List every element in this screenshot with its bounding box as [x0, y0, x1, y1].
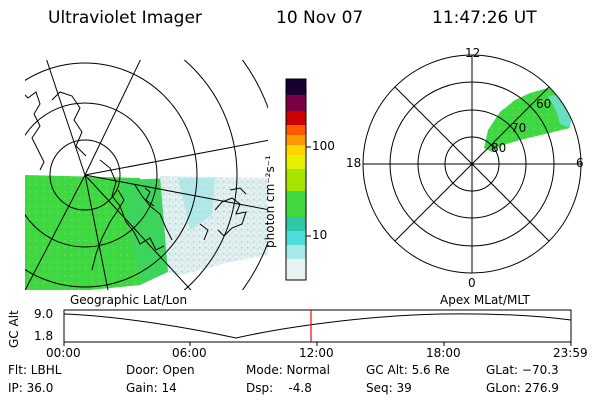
mlat-label-60: 60 [536, 97, 552, 111]
altitude-curve [63, 313, 572, 339]
timeline-y-tick-top: 9.0 [34, 307, 54, 321]
gain-value: Gain: 14 [126, 381, 177, 395]
timeline-x-tick: 06:00 [172, 346, 207, 360]
filter-value: Flt: LBHL [8, 363, 62, 377]
instrument-title: Ultraviolet Imager [48, 8, 202, 28]
ip-value: IP: 36.0 [8, 381, 54, 395]
geographic-map [25, 60, 268, 290]
timeline-y-tick-bottom: 1.8 [34, 329, 54, 343]
mlt-label-6: 6 [576, 156, 584, 170]
colorbar-tick-100: 100 [312, 139, 335, 153]
timeline-x-tick: 23:59 [553, 346, 588, 360]
mlat-label-80: 80 [491, 141, 507, 155]
polar-plot [362, 54, 582, 274]
timeline-x-tick: 12:00 [299, 346, 334, 360]
seq-value: Seq: 39 [366, 381, 412, 395]
colorbar-unit-label: photon cm⁻²s⁻¹ [263, 155, 277, 248]
dsp-value: Dsp: -4.8 [246, 381, 312, 395]
lat-lon-grid [25, 60, 268, 290]
colorbar-tick-10: 10 [312, 228, 328, 242]
colorbar [285, 78, 311, 281]
coastlines [25, 91, 247, 271]
altitude-timeline [63, 309, 572, 346]
mlt-label-0: 0 [468, 276, 476, 290]
polar-panel-label: Apex MLat/MLT [440, 293, 530, 307]
mlt-label-18: 18 [346, 156, 362, 170]
door-status: Door: Open [126, 363, 195, 377]
timeline-x-tick: 00:00 [46, 346, 81, 360]
mode-value: Mode: Normal [246, 363, 330, 377]
mlt-label-12: 12 [465, 46, 481, 60]
time-label: 11:47:26 UT [432, 8, 537, 28]
glon-value: GLon: 276.9 [486, 381, 559, 395]
aurora-image-geo [25, 175, 268, 290]
aurora-image-polar [484, 88, 572, 152]
mlat-label-70: 70 [511, 121, 527, 135]
timeline-axis-label: GC Alt [7, 310, 21, 348]
timeline-x-tick: 18:00 [426, 346, 461, 360]
gc-alt-value: GC Alt: 5.6 Re [366, 363, 450, 377]
date-label: 10 Nov 07 [276, 8, 364, 28]
glat-value: GLat: −70.3 [486, 363, 559, 377]
polar-grid [362, 54, 582, 274]
geo-panel-label: Geographic Lat/Lon [70, 293, 188, 307]
